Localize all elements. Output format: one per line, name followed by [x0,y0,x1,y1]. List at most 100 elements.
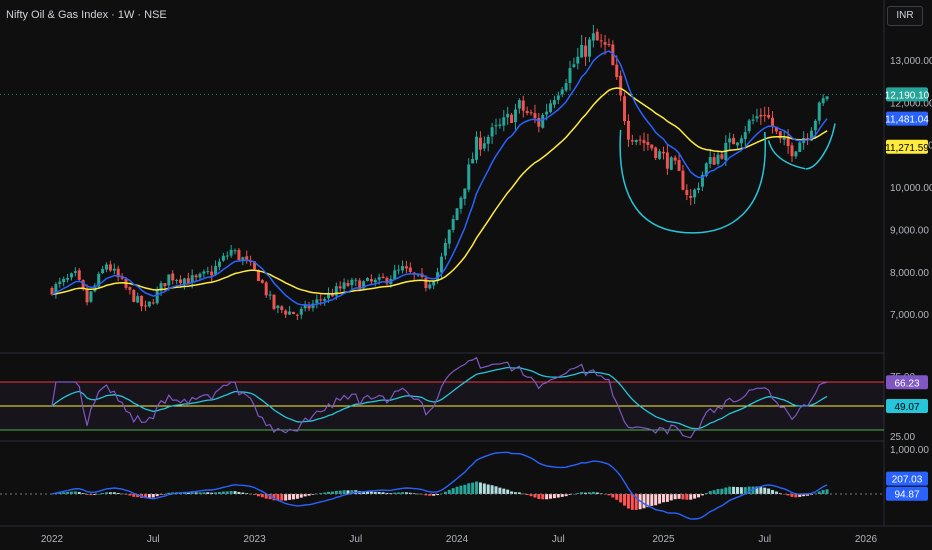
candle-body [443,242,447,256]
candle-body [393,270,397,280]
macd-histogram-bar [256,494,260,497]
macd-histogram-bar [821,490,825,494]
macd-histogram-bar [802,494,806,497]
macd-histogram-bar [564,494,568,497]
macd-histogram-bar [217,491,221,494]
candle-body [73,271,77,273]
macd-histogram-bar [202,492,206,494]
macd-histogram-bar [716,489,720,494]
candle-body [101,269,105,274]
candle-body [521,100,525,111]
macd-line [51,451,828,520]
candle-body [525,111,529,114]
macd-histogram-bar [303,494,307,497]
macd-histogram-bar [549,494,553,499]
candle-body [490,127,494,137]
macd-histogram-bar [198,492,202,494]
candle-body [112,268,116,271]
macd-histogram-bar [732,486,736,494]
x-tick-label: 2024 [446,534,469,545]
candle-body [513,109,517,123]
macd-histogram-bar [794,494,798,498]
candle-body [728,138,732,143]
candle-body [105,264,109,270]
candle-body [763,115,767,117]
macd-histogram-bar [685,494,689,500]
x-tick-label: 2022 [41,534,64,545]
macd-histogram-bar [517,492,521,494]
candle-body [498,124,502,126]
candle-body [759,114,763,117]
candle-body [214,266,218,275]
candle-body [517,100,521,109]
macd-histogram-bar [284,494,288,501]
macd-histogram-bar [58,492,62,494]
rsi-ma-value-label: 49.07 [894,402,919,413]
candle-body [506,113,510,118]
macd-histogram-bar [81,493,85,494]
candle-body [436,272,440,281]
candle-body [369,279,373,282]
macd-histogram-bar [735,487,739,494]
candle-body [467,164,471,190]
candle-body [778,131,782,139]
candle-body [69,273,73,278]
macd-histogram-bar [330,491,334,494]
candle-body [821,98,825,104]
candle-body [182,278,186,285]
y-tick-label: 9,000.00 [890,225,929,236]
macd-histogram-bar [97,493,101,495]
macd-histogram-bar [365,491,369,494]
candle-body [455,208,459,220]
macd-histogram-bar [697,494,701,498]
x-tick-label: Jul [758,534,771,545]
macd-histogram-bar [443,491,447,494]
macd-histogram-bar [475,481,479,494]
candle-body [143,305,147,307]
macd-histogram-bar [194,492,198,494]
candle-body [572,64,576,67]
candle-body [202,271,206,274]
macd-histogram-bar [108,492,112,494]
candle-body [767,114,771,118]
last-price-label-bg [886,87,928,102]
macd-histogram-bar [412,493,416,494]
macd-histogram-bar [381,492,385,494]
macd-histogram-bar [541,494,545,500]
candle-body [381,276,385,278]
macd-histogram-bar [506,489,510,494]
macd-histogram-bar [728,486,732,494]
macd-histogram-bar [408,492,412,494]
candle-body [280,306,284,310]
candle-body [319,299,323,301]
macd-histogram-bar [576,493,580,494]
candle-body [790,145,794,157]
macd-value-label-bg [886,471,928,486]
macd-histogram-bar [136,494,140,498]
macd-histogram-bar [763,487,767,494]
currency-button[interactable]: INR [887,6,923,26]
candle-body [564,83,568,91]
macd-histogram-bar [346,490,350,494]
candle-body [584,45,588,57]
candle-body [163,283,167,287]
candle-body [147,301,151,307]
candle-body [463,188,467,199]
candle-body [229,249,233,256]
candle-body [291,311,295,315]
candle-body [650,144,654,149]
macd-histogram-bar [634,494,638,510]
macd-histogram-bar [467,483,471,494]
time-axis: 2022 Jul 2023 Jul 2024 Jul 2025 Jul 2026 [41,534,878,545]
last-price-label: 12,190.10 [885,90,930,101]
candle-body [809,130,813,141]
macd-histogram-bar [451,488,455,494]
macd-histogram-bar [221,491,225,494]
candle-body [327,292,331,299]
candle-body [136,296,140,303]
macd-histogram-bar [669,494,673,501]
candle-body [81,280,85,290]
candle-body [338,286,342,289]
candle-body [580,44,584,58]
